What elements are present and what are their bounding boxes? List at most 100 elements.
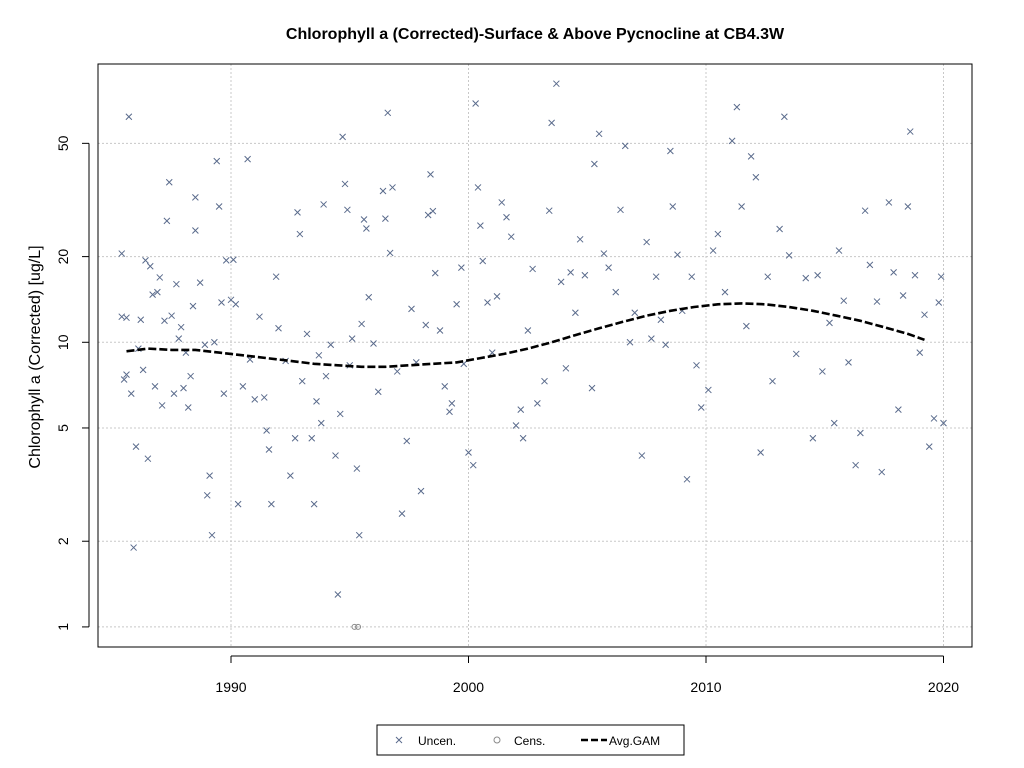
uncensored-point (541, 377, 548, 385)
legend: Uncen. Cens. Avg.GAM (376, 724, 685, 756)
uncensored-point (517, 406, 525, 413)
uncensored-point (728, 137, 736, 145)
uncensored-point (417, 487, 425, 495)
uncensored-point (747, 153, 755, 160)
uncensored-point (479, 257, 487, 265)
uncensored-point (940, 419, 947, 427)
uncensored-point (137, 316, 145, 324)
uncensored-point (341, 180, 349, 188)
uncensored-point (674, 251, 681, 259)
uncensored-point (139, 366, 147, 374)
uncensored-point (211, 338, 218, 346)
uncensored-point (885, 199, 893, 206)
uncensored-point (781, 113, 788, 121)
uncensored-point (187, 372, 194, 380)
uncensored-point (890, 269, 897, 276)
uncensored-point (757, 449, 764, 456)
uncensored-point (743, 322, 750, 330)
uncensored-point (576, 235, 584, 243)
uncensored-point (123, 314, 130, 322)
uncensored-point (220, 390, 228, 398)
uncensored-point (631, 309, 639, 317)
y-tick-label: 20 (55, 249, 71, 265)
uncensored-point (648, 335, 655, 342)
legend-item-censored: Cens. (493, 734, 545, 748)
uncensored-point (344, 206, 351, 214)
uncensored-point (149, 291, 156, 299)
uncensored-point (697, 404, 705, 411)
uncensored-point (493, 293, 501, 300)
uncensored-point (156, 274, 164, 281)
legend-marker-x (395, 736, 403, 744)
uncensored-point (327, 341, 335, 349)
uncensored-point (427, 171, 434, 178)
uncensored-point (213, 157, 221, 165)
uncensored-point (469, 461, 477, 469)
uncensored-point (192, 193, 199, 201)
uncensored-point (422, 321, 430, 329)
uncensored-point (595, 130, 603, 138)
uncensored-point (370, 340, 377, 347)
uncensored-point (317, 419, 325, 427)
uncensored-point (239, 383, 247, 390)
uncensored-point (177, 323, 185, 331)
uncensored-point (548, 119, 555, 127)
uncensored-point (643, 238, 650, 246)
uncensored-point (203, 491, 211, 499)
uncensored-point (612, 288, 620, 296)
uncensored-point (557, 278, 565, 286)
uncensored-point (769, 377, 776, 385)
uncensored-point (403, 437, 411, 445)
uncensored-point (878, 468, 886, 476)
uncensored-point (477, 222, 484, 229)
uncensored-point (431, 269, 439, 277)
uncensored-point (263, 427, 270, 434)
uncensored-point (303, 330, 311, 338)
uncensored-point (553, 80, 560, 88)
uncensored-point (776, 225, 783, 233)
uncensored-point (291, 434, 299, 442)
uncensored-point (714, 230, 722, 238)
uncensored-point (358, 320, 365, 328)
uncensored-point (474, 184, 482, 191)
uncensored-point (738, 203, 745, 210)
legend-item-gam: Avg.GAM (581, 734, 660, 748)
uncensored-point (529, 265, 536, 273)
uncensored-point (298, 377, 306, 385)
x-tick-label: 2010 (690, 679, 721, 695)
uncensored-point (118, 250, 126, 257)
uncensored-point (132, 443, 140, 450)
uncensored-point (895, 406, 902, 413)
uncensored-point (424, 211, 432, 219)
x-tick-label: 1990 (215, 679, 246, 695)
uncensored-point (534, 400, 541, 407)
plot-frame (97, 63, 973, 648)
uncensored-point (916, 349, 924, 356)
uncensored-point (206, 472, 213, 479)
legend-frame (376, 724, 685, 756)
uncensored-point (168, 312, 175, 320)
uncensored-point (192, 227, 199, 234)
uncensored-point (180, 384, 187, 392)
uncensored-point (393, 368, 401, 375)
uncensored-point (322, 372, 330, 380)
y-tick-label: 2 (55, 537, 71, 545)
uncensored-point (163, 217, 171, 225)
uncensored-point (709, 247, 717, 254)
uncensored-point (125, 113, 133, 121)
uncensored-point (572, 309, 579, 317)
uncensored-point (930, 415, 938, 422)
uncensored-point (127, 390, 135, 398)
y-tick-label: 5 (55, 424, 71, 432)
uncensored-point (925, 443, 933, 450)
uncensored-point (374, 388, 382, 396)
uncensored-point (588, 384, 596, 392)
x-tick-label: 2020 (928, 679, 959, 695)
uncensored-point (507, 233, 515, 241)
uncensored-point (857, 429, 864, 437)
uncensored-point (120, 376, 128, 383)
uncensored-point (429, 207, 437, 215)
uncensored-point (519, 434, 527, 442)
uncensored-point (363, 225, 370, 232)
uncensored-point (814, 271, 821, 279)
